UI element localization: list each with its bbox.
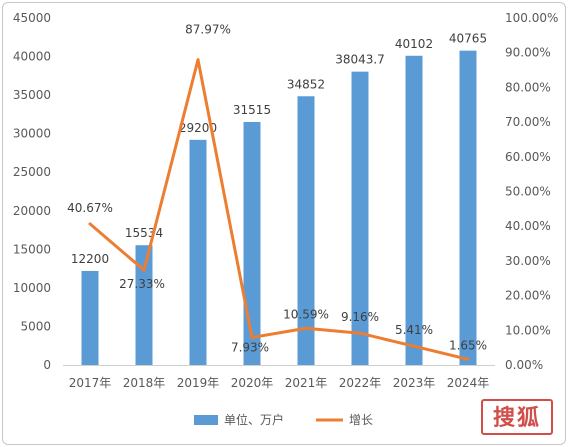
bar-data-label: 40765 — [449, 32, 487, 46]
line-data-label: 9.16% — [341, 310, 379, 324]
x-tick-label: 2017年 — [69, 376, 112, 390]
y-left-tick-label: 5000 — [20, 319, 51, 333]
y-left-tick-label: 40000 — [13, 50, 51, 64]
line-data-label: 87.97% — [185, 23, 231, 37]
bar — [351, 71, 369, 365]
line-point — [88, 222, 92, 226]
bar — [297, 96, 315, 366]
bar-data-label: 12200 — [71, 252, 109, 266]
x-tick-label: 2021年 — [285, 376, 328, 390]
legend-label-bars: 单位、万户 — [224, 412, 284, 427]
line-data-label: 1.65% — [449, 338, 487, 352]
bar-data-label: 31515 — [233, 103, 271, 117]
bar-data-label: 38043.7 — [335, 53, 385, 67]
x-tick-label: 2023年 — [393, 376, 436, 390]
y-left-tick-label: 10000 — [13, 281, 51, 295]
legend-swatch-bars — [194, 415, 218, 425]
bar — [459, 50, 477, 365]
y-right-tick-label: 60.00% — [505, 150, 551, 164]
bar — [405, 55, 423, 366]
y-left-tick-label: 25000 — [13, 165, 51, 179]
y-right-tick-label: 100.00% — [505, 11, 558, 25]
watermark-seal: 搜狐 — [481, 399, 553, 435]
line-point — [466, 357, 470, 361]
x-tick-label: 2018年 — [123, 376, 166, 390]
bar-data-label: 34852 — [287, 77, 325, 91]
y-left-tick-label: 30000 — [13, 127, 51, 141]
line-point — [358, 331, 362, 335]
y-right-tick-label: 10.00% — [505, 323, 551, 337]
line-data-label: 7.93% — [231, 340, 269, 354]
x-tick-label: 2024年 — [447, 376, 490, 390]
bar — [189, 139, 207, 365]
y-right-tick-label: 90.00% — [505, 46, 551, 60]
bar — [135, 245, 153, 365]
line-point — [250, 335, 254, 339]
line-data-label: 40.67% — [67, 201, 113, 215]
x-tick-label: 2019年 — [177, 376, 220, 390]
y-right-tick-label: 40.00% — [505, 219, 551, 233]
bar-data-label: 15534 — [125, 226, 163, 240]
line-point — [412, 344, 416, 348]
combo-chart: 0 5000 10000 15000 20000 25000 30000 35000 40000… — [13, 11, 559, 427]
line-data-label: 10.59% — [283, 307, 329, 321]
y-right-tick-label: 0.00% — [505, 358, 543, 372]
x-tick-label: 2022年 — [339, 376, 382, 390]
bar — [243, 121, 261, 365]
y-left-tick-label: 45000 — [13, 11, 51, 25]
line-point — [196, 58, 200, 62]
y-right-tick-label: 20.00% — [505, 289, 551, 303]
growth-line — [89, 58, 469, 361]
y-left-tick-label: 15000 — [13, 242, 51, 256]
line-data-label: 5.41% — [395, 323, 433, 337]
legend-label-line: 增长 — [349, 413, 373, 427]
line-point — [304, 326, 308, 330]
y-right-tick-label: 50.00% — [505, 185, 551, 199]
y-right-tick-label: 80.00% — [505, 80, 551, 94]
bar — [81, 270, 99, 365]
x-tick-label: 2020年 — [231, 376, 274, 390]
y-left-tick-label: 35000 — [13, 88, 51, 102]
y-left-tick-label: 20000 — [13, 204, 51, 218]
bar-data-label: 29200 — [179, 121, 217, 135]
line-data-label: 27.33% — [119, 277, 165, 291]
y-right-tick-label: 70.00% — [505, 115, 551, 129]
line-point — [142, 268, 146, 272]
bar-data-label: 40102 — [395, 37, 433, 51]
y-left-tick-label: 0 — [43, 358, 51, 372]
y-right-tick-label: 30.00% — [505, 254, 551, 268]
